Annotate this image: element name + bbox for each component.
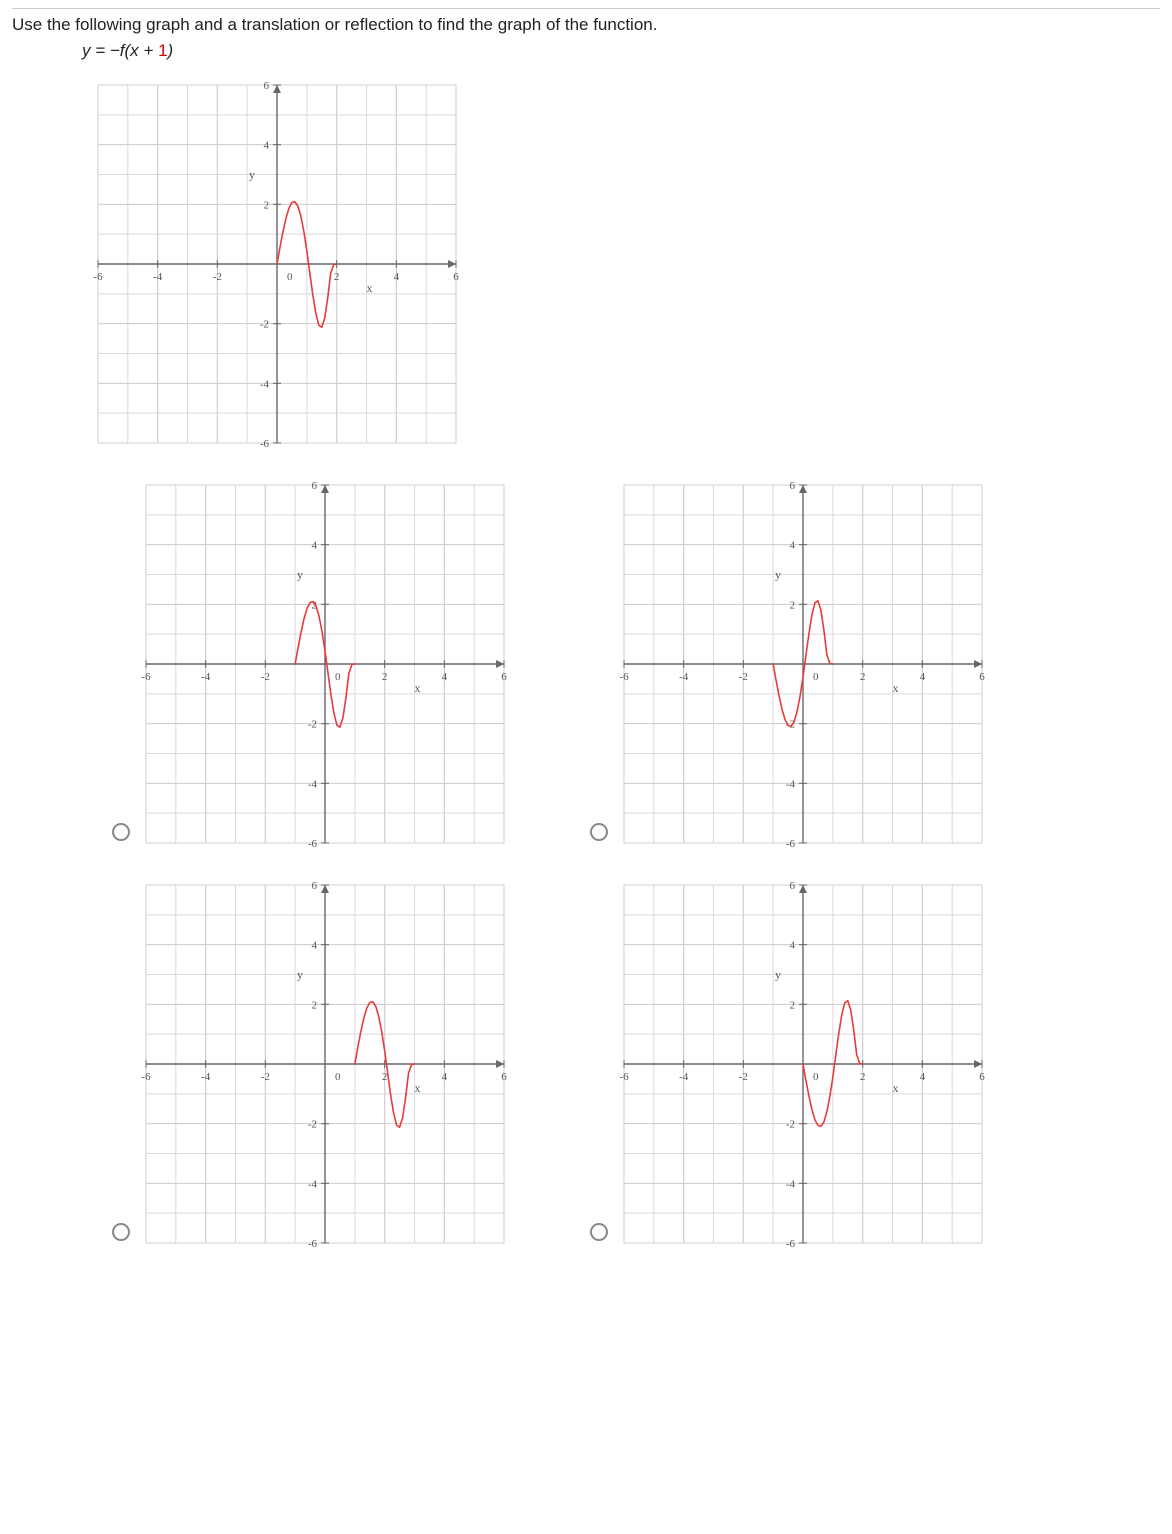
- svg-text:6: 6: [453, 271, 459, 283]
- svg-text:4: 4: [312, 940, 318, 952]
- svg-text:-4: -4: [786, 1178, 796, 1190]
- question-block: Use the following graph and a translatio…: [12, 8, 1160, 1249]
- svg-text:0: 0: [813, 671, 819, 683]
- option-B: -6-4-20246-6-4-2246xy: [590, 479, 988, 849]
- svg-text:-6: -6: [93, 271, 103, 283]
- instruction-text: Use the following graph and a translatio…: [12, 15, 1160, 35]
- svg-text:-6: -6: [308, 838, 318, 849]
- equation-lhs: y = −f(x +: [82, 41, 158, 60]
- graph-option-B: -6-4-20246-6-4-2246xy: [618, 479, 988, 849]
- svg-text:2: 2: [860, 1071, 866, 1083]
- svg-text:-4: -4: [260, 378, 270, 390]
- svg-text:6: 6: [501, 671, 507, 683]
- svg-text:2: 2: [312, 999, 318, 1011]
- svg-text:-2: -2: [739, 671, 748, 683]
- svg-text:-4: -4: [679, 671, 689, 683]
- svg-text:x: x: [367, 281, 373, 295]
- svg-text:-4: -4: [308, 1178, 318, 1190]
- svg-text:6: 6: [790, 880, 796, 892]
- graph-option-C: -6 -4 -2 0 2 4 6 -6 -4 -2 2 4 6 x y: [140, 879, 510, 1249]
- option-row-2: -6 -4 -2 0 2 4 6 -6 -4 -2 2 4 6 x y -6 -4 -2 0 2 4 6 -6 -4 -2 2 4…: [112, 879, 1160, 1249]
- svg-text:-2: -2: [261, 1071, 270, 1083]
- svg-text:-4: -4: [201, 1071, 211, 1083]
- svg-text:0: 0: [335, 671, 341, 683]
- svg-text:-6: -6: [260, 438, 270, 449]
- equation-rhs: ): [168, 41, 174, 60]
- svg-text:x: x: [893, 1081, 899, 1095]
- radio-option-B[interactable]: [590, 823, 608, 841]
- svg-text:2: 2: [264, 199, 270, 211]
- option-C: -6 -4 -2 0 2 4 6 -6 -4 -2 2 4 6 x y: [112, 879, 510, 1249]
- svg-text:y: y: [297, 568, 303, 582]
- svg-text:-6: -6: [619, 671, 629, 683]
- answer-options: -6 -4 -2 0 2 4 6 -6 -4 -2 2 4 6 x y -6 -4 -2 0 2 4 6 -6 -4 -2 2 4…: [112, 479, 1160, 1249]
- svg-text:-2: -2: [260, 319, 269, 331]
- svg-text:-4: -4: [786, 778, 796, 790]
- svg-text:4: 4: [312, 540, 318, 552]
- svg-text:2: 2: [382, 671, 388, 683]
- svg-text:4: 4: [442, 671, 448, 683]
- svg-text:6: 6: [312, 480, 318, 492]
- svg-text:-6: -6: [786, 838, 796, 849]
- option-row-1: -6-4-20246-6-4-2246xy -6-4-20246-6-4-224…: [112, 479, 1160, 849]
- radio-option-A[interactable]: [112, 823, 130, 841]
- svg-text:4: 4: [442, 1071, 448, 1083]
- svg-text:6: 6: [501, 1071, 507, 1083]
- svg-text:2: 2: [860, 671, 866, 683]
- svg-text:-2: -2: [739, 1071, 748, 1083]
- svg-text:-2: -2: [308, 1119, 317, 1131]
- radio-option-D[interactable]: [590, 1223, 608, 1241]
- svg-text:4: 4: [920, 1071, 926, 1083]
- equation: y = −f(x + 1): [82, 41, 1160, 61]
- svg-text:x: x: [893, 681, 899, 695]
- svg-text:-6: -6: [308, 1238, 318, 1249]
- graph-option-A: -6-4-20246-6-4-2246xy: [140, 479, 510, 849]
- svg-text:6: 6: [790, 480, 796, 492]
- svg-text:-4: -4: [679, 1071, 689, 1083]
- svg-text:-6: -6: [141, 1071, 151, 1083]
- svg-text:y: y: [775, 568, 781, 582]
- svg-text:6: 6: [264, 80, 270, 92]
- svg-text:x: x: [415, 681, 421, 695]
- svg-text:y: y: [249, 168, 255, 182]
- svg-text:2: 2: [790, 599, 796, 611]
- equation-constant: 1: [158, 41, 167, 60]
- svg-text:0: 0: [335, 1071, 341, 1083]
- svg-text:4: 4: [394, 271, 400, 283]
- svg-text:6: 6: [979, 1071, 985, 1083]
- svg-text:-6: -6: [619, 1071, 629, 1083]
- svg-text:2: 2: [382, 1071, 388, 1083]
- svg-text:y: y: [775, 968, 781, 982]
- graph-option-D: -6 -4 -2 0 2 4 6 -6 -4 -2 2 4 6 x y: [618, 879, 988, 1249]
- svg-text:-4: -4: [308, 778, 318, 790]
- svg-text:6: 6: [312, 880, 318, 892]
- svg-text:-2: -2: [213, 271, 222, 283]
- svg-text:-4: -4: [201, 671, 211, 683]
- option-D: -6 -4 -2 0 2 4 6 -6 -4 -2 2 4 6 x y: [590, 879, 988, 1249]
- svg-text:y: y: [297, 968, 303, 982]
- reference-graph: -6 -4 -2 0 2 4 6 -6 -4 -2 2 4 6 x y: [92, 79, 1160, 449]
- svg-text:-4: -4: [153, 271, 163, 283]
- svg-text:6: 6: [979, 671, 985, 683]
- svg-text:0: 0: [287, 271, 293, 283]
- svg-text:2: 2: [790, 999, 796, 1011]
- svg-text:-6: -6: [141, 671, 151, 683]
- option-A: -6-4-20246-6-4-2246xy: [112, 479, 510, 849]
- svg-text:-6: -6: [786, 1238, 796, 1249]
- svg-text:-2: -2: [261, 671, 270, 683]
- svg-text:-2: -2: [786, 1119, 795, 1131]
- svg-text:-2: -2: [308, 719, 317, 731]
- svg-text:x: x: [415, 1081, 421, 1095]
- svg-text:4: 4: [790, 540, 796, 552]
- svg-text:4: 4: [790, 940, 796, 952]
- svg-text:0: 0: [813, 1071, 819, 1083]
- svg-text:4: 4: [264, 140, 270, 152]
- svg-text:4: 4: [920, 671, 926, 683]
- radio-option-C[interactable]: [112, 1223, 130, 1241]
- svg-text:2: 2: [334, 271, 340, 283]
